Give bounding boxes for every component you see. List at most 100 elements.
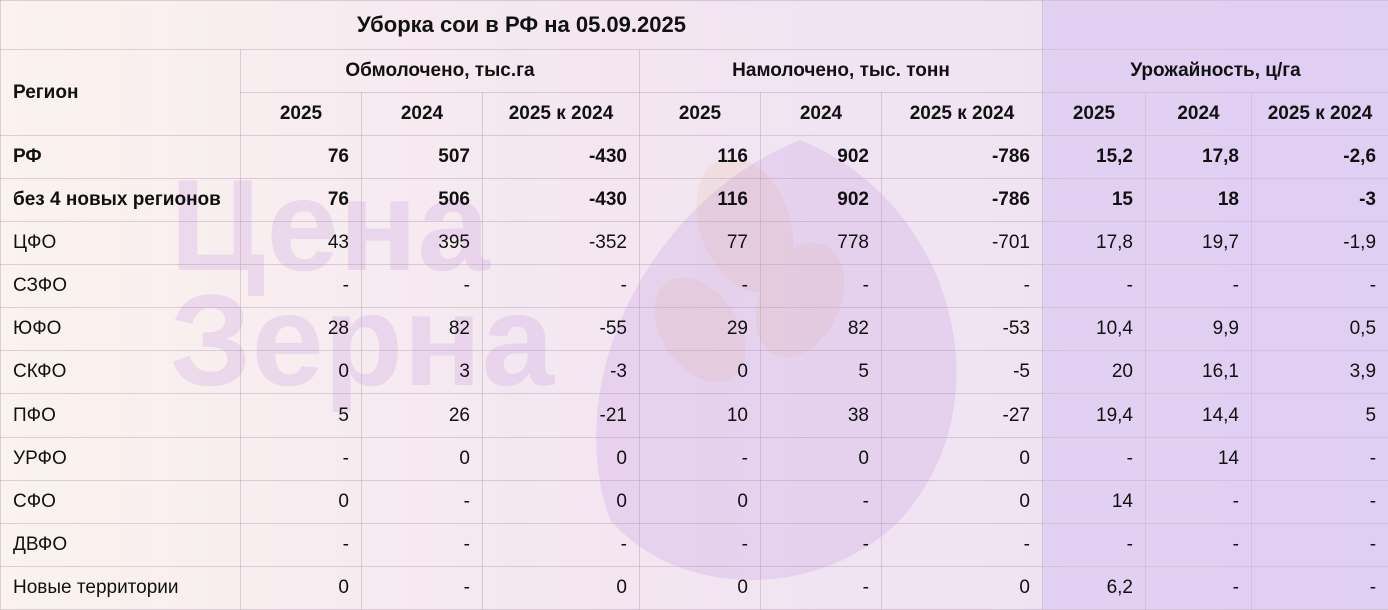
value-cell: -786 (881, 178, 1043, 223)
value-cell: -430 (482, 178, 640, 223)
value-cell: - (1042, 264, 1146, 309)
value-cell: 5 (760, 350, 882, 395)
table-row: ПФО 5 26 -21 10 38 -27 19,4 14,4 5 (0, 393, 1388, 438)
value-cell: - (760, 479, 882, 524)
value-cell: - (361, 565, 483, 610)
region-cell: ПФО (0, 393, 241, 438)
value-cell: -701 (881, 221, 1043, 266)
value-cell: 38 (760, 393, 882, 438)
value-cell: - (361, 264, 483, 309)
value-cell: 9,9 (1145, 307, 1252, 352)
value-cell: -55 (482, 307, 640, 352)
table-row: УРФО -0 0-0 0-14- (0, 436, 1388, 481)
value-cell: 5 (240, 393, 362, 438)
value-cell: 15,2 (1042, 134, 1146, 180)
value-cell: 26 (361, 393, 483, 438)
value-cell: 116 (639, 134, 761, 180)
value-cell: 14 (1145, 436, 1252, 481)
value-cell: 0 (881, 479, 1043, 524)
value-cell: - (1250, 264, 1388, 309)
value-cell: - (1145, 565, 1252, 610)
value-cell: 507 (361, 134, 483, 180)
value-cell: 14 (1042, 479, 1146, 524)
value-cell: 0 (639, 479, 761, 524)
value-cell: - (639, 522, 761, 567)
table-row: СКФО 0 3 -3 0 5 -5 20 16,1 3,9 (0, 350, 1388, 395)
region-cell: ДВФО (0, 522, 241, 567)
value-cell: 0 (639, 350, 761, 395)
value-cell: - (240, 436, 362, 481)
value-cell: - (361, 522, 483, 567)
value-cell: 3,9 (1250, 350, 1388, 395)
subheader-2024: 2024 (1145, 92, 1252, 136)
region-cell: без 4 новых регионов (0, 178, 241, 223)
value-cell: -3 (1250, 178, 1388, 223)
value-cell: 16,1 (1145, 350, 1252, 395)
value-cell: 6,2 (1042, 565, 1146, 610)
value-cell: - (1250, 522, 1388, 567)
value-cell: 77 (639, 221, 761, 266)
value-cell: - (1042, 436, 1146, 481)
value-cell: 17,8 (1145, 134, 1252, 180)
value-cell: - (881, 264, 1043, 309)
table-row: СЗФО - - - - - - - - - (0, 264, 1388, 309)
value-cell: - (639, 264, 761, 309)
subheader-2025: 2025 (1042, 92, 1146, 136)
value-cell: - (881, 522, 1043, 567)
value-cell: 902 (760, 134, 882, 180)
value-cell: - (760, 264, 882, 309)
value-cell: - (760, 522, 882, 567)
value-cell: 76 (240, 134, 362, 180)
value-cell: 0 (881, 565, 1043, 610)
subheader-2024: 2024 (361, 92, 483, 136)
value-cell: 10 (639, 393, 761, 438)
title-filler (1041, 0, 1388, 50)
region-cell: Новые территории (0, 565, 241, 610)
group-header-yield: Урожайность, ц/га (1041, 49, 1388, 93)
table-row: ЮФО 28 82 -55 29 82 -53 10,4 9,9 0,5 (0, 307, 1388, 352)
value-cell: 29 (639, 307, 761, 352)
value-cell: -2,6 (1250, 134, 1388, 180)
value-cell: 82 (361, 307, 483, 352)
value-cell: - (1250, 565, 1388, 610)
region-header: Регион (0, 49, 241, 136)
value-cell: - (482, 522, 640, 567)
value-cell: - (1145, 264, 1252, 309)
value-cell: -5 (881, 350, 1043, 395)
value-cell: - (240, 264, 362, 309)
table-row: ЦФО 43 395 -352 77 778 -701 17,8 19,7 -1,9 (0, 221, 1388, 266)
value-cell: 0 (240, 479, 362, 524)
value-cell: 0 (482, 479, 640, 524)
value-cell: 0 (240, 350, 362, 395)
value-cell: - (1250, 436, 1388, 481)
subheader-2025: 2025 (639, 92, 761, 136)
value-cell: 20 (1042, 350, 1146, 395)
value-cell: 116 (639, 178, 761, 223)
table-row: РФ 76 507 -430 116 902 -786 15,2 17,8 -2,6 (0, 134, 1388, 180)
table-row: ДВФО - - - - - - - - - (0, 522, 1388, 567)
value-cell: -53 (881, 307, 1043, 352)
value-cell: 395 (361, 221, 483, 266)
value-cell: -3 (482, 350, 640, 395)
value-cell: 902 (760, 178, 882, 223)
value-cell: - (240, 522, 362, 567)
value-cell: - (1145, 522, 1252, 567)
value-cell: - (639, 436, 761, 481)
region-cell: СКФО (0, 350, 241, 395)
value-cell: -27 (881, 393, 1043, 438)
value-cell: 0 (639, 565, 761, 610)
region-cell: ЮФО (0, 307, 241, 352)
value-cell: 778 (760, 221, 882, 266)
group-header-threshed-volume: Намолочено, тыс. тонн (639, 49, 1043, 93)
subheader-diff: 2025 к 2024 (881, 92, 1043, 136)
region-cell: ЦФО (0, 221, 241, 266)
value-cell: 506 (361, 178, 483, 223)
subheader-2025: 2025 (240, 92, 362, 136)
value-cell: 0 (361, 436, 483, 481)
table-row: СФО 0-0 0-0 14- - (0, 479, 1388, 524)
value-cell: 17,8 (1042, 221, 1146, 266)
table-row: Новые территории 0-0 0-0 6,2- - (0, 565, 1388, 610)
value-cell: -352 (482, 221, 640, 266)
value-cell: 0 (482, 436, 640, 481)
